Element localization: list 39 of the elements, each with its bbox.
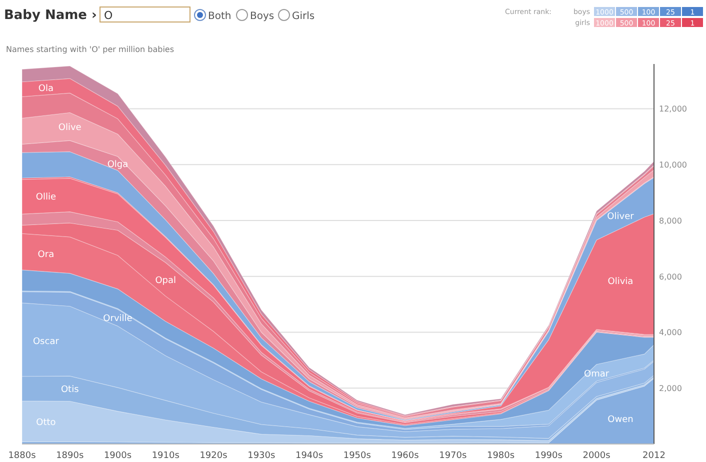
chart-title: Names starting with 'O' per million babies: [6, 45, 174, 54]
x-tick-label: 1940s: [295, 451, 324, 461]
y-tick-label: 2,000: [659, 384, 682, 394]
series-label: Olivia: [608, 276, 634, 287]
x-tick-label: 1960s: [391, 451, 420, 461]
text: Both: [208, 11, 232, 22]
x-tick-label: 1930s: [248, 451, 276, 461]
text: Girls: [292, 11, 315, 22]
series-label: Orville: [103, 314, 133, 324]
series-label: Omar: [584, 369, 610, 380]
x-tick-label: 1890s: [56, 451, 84, 461]
series-label: Owen: [608, 415, 634, 426]
y-tick-label: 8,000: [659, 216, 682, 226]
x-tick-label: 1910s: [152, 451, 180, 461]
text: Baby Name ›: [4, 8, 97, 23]
x-tick-label: 1990s: [534, 451, 563, 461]
x-tick-label: 1970s: [439, 451, 468, 461]
series-label: Opal: [155, 276, 176, 286]
series-label: Ollie: [36, 192, 56, 202]
y-tick-label: 10,000: [659, 160, 687, 170]
text: O: [104, 9, 113, 22]
x-tick-label: 1880s: [8, 451, 36, 461]
x-tick-label: 2000s: [582, 451, 611, 461]
series-label: Oscar: [32, 336, 60, 347]
x-tick-label: 1980s: [486, 451, 515, 461]
y-tick-label: 6,000: [659, 272, 682, 282]
series-label: Otto: [36, 418, 56, 428]
text: Boys: [250, 11, 274, 22]
series-label: Oliver: [607, 212, 634, 222]
x-tick-label: 1900s: [104, 451, 132, 461]
x-tick-label: 2012: [642, 451, 666, 461]
x-tick-label: 1920s: [200, 451, 228, 461]
series-label: Ola: [38, 84, 54, 94]
series-label: Ora: [38, 250, 54, 260]
x-tick-label: 1950s: [343, 451, 372, 461]
y-tick-label: 4,000: [659, 328, 682, 338]
y-tick-label: 12,000: [659, 104, 687, 114]
series-label: Olive: [58, 123, 82, 134]
series-label: Otis: [60, 385, 80, 396]
